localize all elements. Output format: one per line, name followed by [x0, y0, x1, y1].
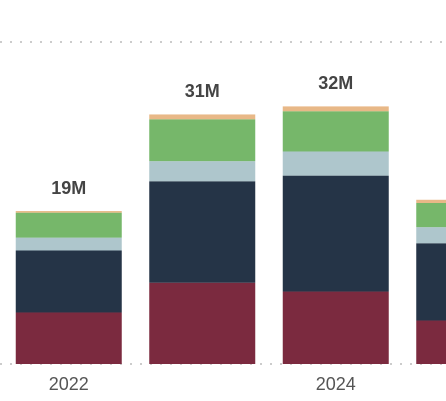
bar-segment — [149, 161, 256, 182]
bar-segment — [15, 312, 122, 364]
bar-segment — [15, 212, 122, 238]
bar-segment — [416, 199, 446, 203]
bar-segment — [416, 227, 446, 244]
bar-segment — [416, 243, 446, 321]
bar-segment — [15, 237, 122, 251]
bar-segment — [282, 151, 389, 176]
bar-segment — [149, 181, 256, 283]
x-tick-label: 2022 — [49, 374, 89, 394]
bar-segment — [416, 203, 446, 228]
bar-segment — [15, 250, 122, 313]
x-tick-label: 2024 — [316, 374, 356, 394]
bar-segment — [282, 291, 389, 364]
bar-segment — [416, 320, 446, 364]
bar-segment — [149, 282, 256, 364]
bar-segment — [282, 111, 389, 152]
bar-segment — [149, 119, 256, 162]
bar-segment — [282, 106, 389, 112]
bar-segment — [282, 175, 389, 292]
total-label: 31M — [185, 81, 220, 101]
total-label: 32M — [318, 73, 353, 93]
bar-segment — [149, 114, 256, 120]
total-label: 19M — [51, 178, 86, 198]
bar-segment — [15, 211, 122, 213]
